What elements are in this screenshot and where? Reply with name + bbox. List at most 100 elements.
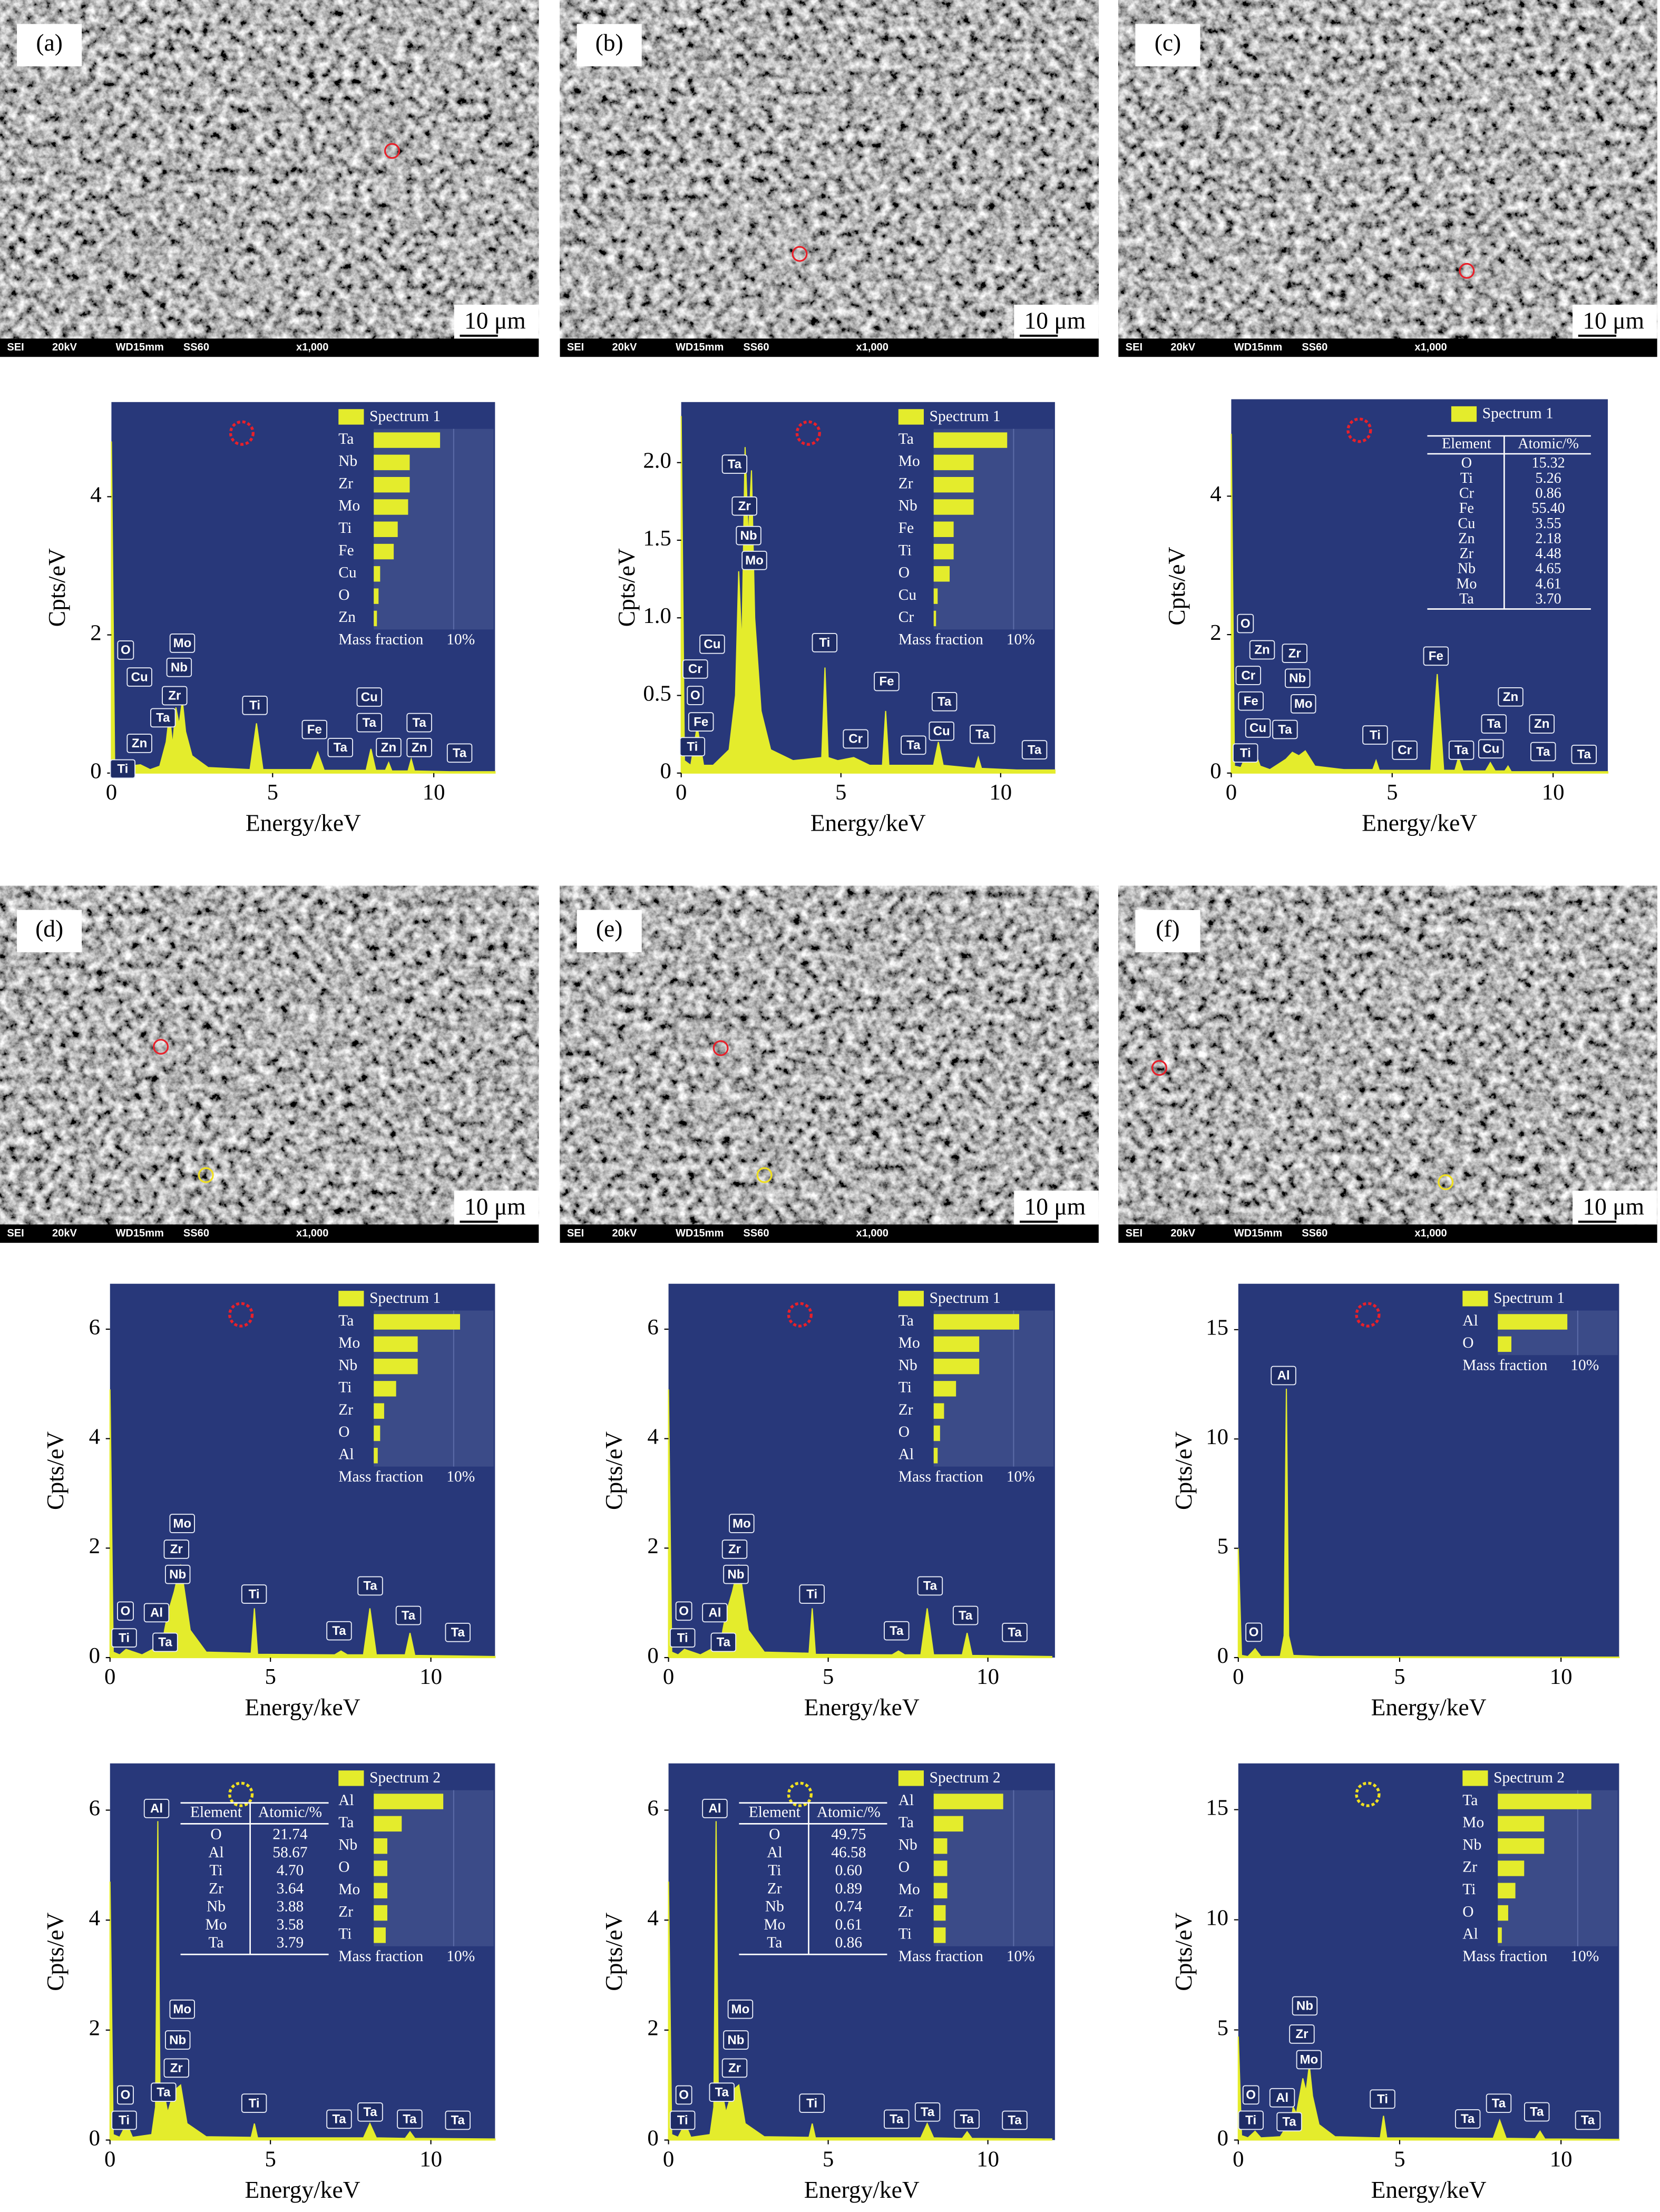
inset-bar — [374, 1927, 386, 1943]
inset-category: Nb — [899, 1836, 917, 1853]
table-cell: Cr — [1459, 485, 1475, 501]
inset-category: Cu — [899, 587, 917, 603]
y-tick-label: 1.0 — [643, 603, 671, 628]
peak-label: Mo — [1294, 697, 1313, 711]
legend-label: Spectrum 2 — [930, 1769, 1001, 1786]
inset-bar — [374, 1403, 384, 1419]
peak-label: Al — [708, 1606, 721, 1620]
peak-label: Ti — [806, 1587, 817, 1601]
inset-bar — [1498, 1314, 1568, 1330]
y-axis-label: Cpts/eV — [1163, 547, 1190, 625]
y-tick-label: 4 — [90, 482, 101, 507]
peak-label-box — [1238, 691, 1264, 711]
peak-label-box — [445, 2110, 471, 2130]
x-tick-label: 10 — [1550, 2147, 1573, 2171]
peak-label: Cu — [131, 670, 148, 684]
inset-bar — [374, 1358, 418, 1375]
scale-bar-box — [1573, 1191, 1657, 1225]
inset-tick-label: 10% — [1007, 1948, 1035, 1965]
table-cell: 0.60 — [835, 1862, 863, 1879]
peak-label: Ta — [938, 695, 952, 709]
peak-label-box — [675, 2085, 692, 2105]
table-cell: 4.48 — [1536, 545, 1561, 562]
inset-bar — [933, 1336, 980, 1352]
info-text: x1,000 — [1414, 1227, 1447, 1239]
peak-label-box — [721, 2058, 748, 2078]
inset-bar — [933, 476, 974, 493]
inset-tick-label: 10% — [1570, 1948, 1599, 1965]
peak-label: Ti — [1377, 2092, 1388, 2106]
inset-axis-label: Mass fraction — [1462, 1948, 1547, 1965]
peak-label-box — [952, 1605, 979, 1625]
inset-bar — [933, 1425, 940, 1441]
inset-category: Zr — [338, 475, 353, 492]
peak-label: Ta — [1577, 747, 1591, 762]
table-cell: 0.86 — [1536, 485, 1561, 501]
table-cell: 4.65 — [1536, 561, 1561, 577]
info-text: SEI — [7, 1227, 24, 1239]
analysis-site — [153, 1039, 169, 1055]
x-axis-label: Energy/keV — [245, 2176, 360, 2203]
x-axis-label: Energy/keV — [1362, 809, 1477, 836]
peak-label-box — [884, 1621, 910, 1641]
inset-bar — [933, 1314, 1019, 1330]
peak-label-box — [169, 1514, 195, 1533]
peak-label: Ta — [157, 2085, 171, 2099]
peak-label: Fe — [694, 715, 708, 729]
peak-label: Mo — [173, 636, 192, 650]
sem-image — [560, 885, 1099, 1225]
peak-label-box — [874, 671, 900, 691]
legend-swatch — [338, 1770, 364, 1786]
inset-category: Zr — [899, 1401, 913, 1418]
peak-label-box — [395, 1605, 422, 1625]
legend-label: Spectrum 1 — [369, 1290, 441, 1307]
table-header: Element — [190, 1804, 242, 1820]
peak-label-box — [843, 729, 868, 749]
inset-category: Ta — [338, 1814, 354, 1831]
info-text: x1,000 — [856, 1227, 888, 1239]
y-tick-label: 2 — [89, 2016, 100, 2041]
peak-label-box — [702, 1799, 728, 1818]
peak-label: Zn — [1254, 643, 1270, 657]
peak-label: Nb — [727, 1567, 744, 1582]
legend-label: Spectrum 1 — [1482, 405, 1554, 422]
info-text: WD15mm — [1234, 1227, 1282, 1239]
y-axis-label: Cpts/eV — [1170, 1912, 1197, 1991]
peak-label: Ta — [451, 1625, 465, 1640]
x-tick-label: 0 — [104, 2147, 115, 2171]
y-tick-label: 0 — [660, 759, 671, 784]
inset-tick-label: 10% — [446, 631, 475, 648]
peak-label-box — [702, 1603, 728, 1623]
peak-label: Zn — [1534, 717, 1549, 731]
spectrum — [1237, 2036, 1620, 2141]
peak-label: Al — [150, 1606, 163, 1620]
info-text: SEI — [567, 1227, 584, 1239]
peak-label: Ta — [1530, 2105, 1544, 2119]
scale-bar-box — [1014, 305, 1099, 339]
sem-image — [0, 885, 539, 1225]
legend-label: Spectrum 1 — [369, 408, 441, 425]
spectrum — [668, 1821, 1052, 2141]
peak-label-box — [164, 2030, 191, 2050]
x-tick-label: 10 — [419, 2147, 442, 2171]
peak-label-box — [710, 1632, 737, 1652]
panel-label: (c) — [1155, 29, 1181, 56]
inset-bar — [933, 1927, 946, 1943]
inset-axis-label: Mass fraction — [899, 1468, 983, 1485]
inset-bar — [933, 1838, 948, 1854]
table-cell: 15.32 — [1532, 455, 1565, 471]
table-cell: 3.88 — [277, 1898, 304, 1915]
peak-label-box — [688, 712, 714, 732]
inset-bar — [374, 1838, 387, 1854]
analysis-site — [198, 1167, 214, 1183]
info-bar — [0, 338, 539, 357]
inset-category: Ti — [899, 542, 912, 559]
inset-bar — [933, 610, 936, 627]
peak-label-box — [1530, 742, 1556, 762]
peak-label-box — [1235, 666, 1261, 685]
table-cell: 2.18 — [1536, 530, 1561, 547]
table-cell: 3.58 — [277, 1916, 304, 1933]
panel-label-box — [577, 24, 642, 66]
peak-label: Ta — [363, 716, 377, 730]
x-tick-label: 0 — [676, 780, 687, 805]
